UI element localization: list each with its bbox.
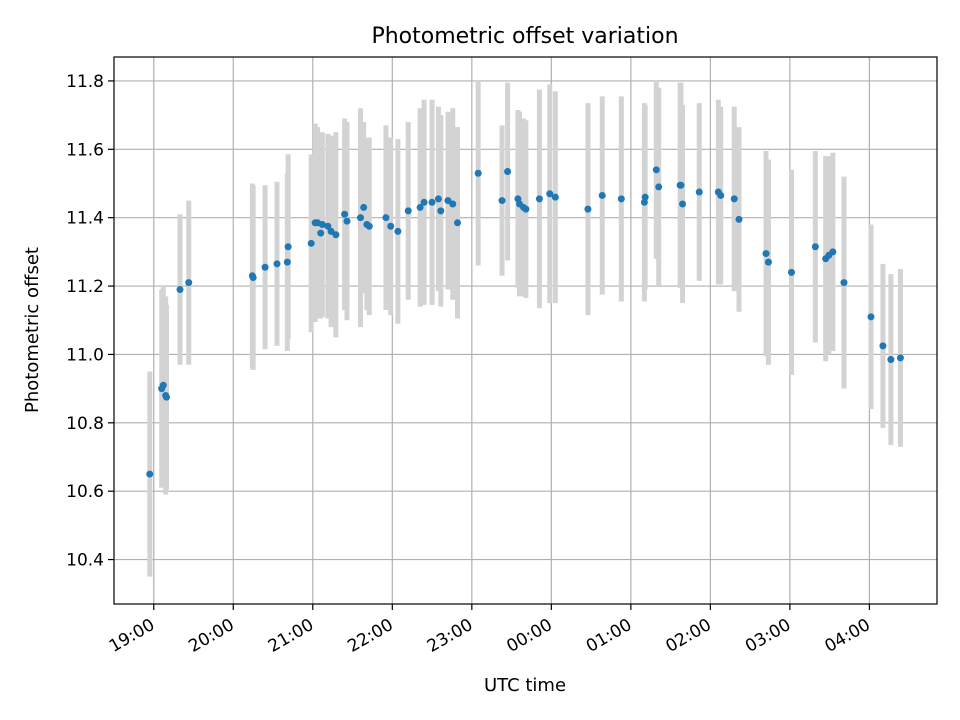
data-point — [762, 250, 770, 258]
data-point — [434, 195, 442, 203]
data-point — [840, 279, 848, 287]
y-tick-label: 10.4 — [66, 551, 104, 571]
data-point — [416, 203, 424, 211]
data-point — [677, 181, 685, 189]
data-point — [717, 191, 725, 199]
data-point — [535, 195, 543, 203]
data-point — [318, 221, 326, 229]
data-point — [357, 214, 365, 222]
y-tick-label: 10.8 — [66, 414, 104, 434]
data-point — [324, 222, 332, 230]
data-point — [887, 356, 895, 364]
data-point — [867, 313, 875, 321]
data-point — [787, 268, 795, 276]
data-point — [273, 260, 281, 268]
y-tick-label: 11.2 — [66, 277, 104, 297]
data-point — [522, 205, 530, 213]
data-point — [764, 258, 772, 266]
data-point — [454, 219, 462, 227]
data-point — [332, 231, 340, 239]
data-point — [598, 191, 606, 199]
data-point — [176, 285, 184, 293]
data-point — [879, 342, 887, 350]
data-point — [394, 227, 402, 235]
data-point — [283, 258, 291, 266]
data-point — [695, 188, 703, 196]
data-point — [504, 168, 512, 176]
data-point — [146, 470, 154, 478]
data-point — [249, 274, 257, 282]
y-tick-label: 11.4 — [66, 209, 104, 229]
y-tick-label: 11.6 — [66, 140, 104, 160]
y-axis-ticks: 10.4 10.6 10.8 11.0 11.2 11.4 11.6 11.8 — [66, 72, 114, 571]
x-axis-label: UTC time — [484, 675, 566, 696]
data-point — [584, 205, 592, 213]
data-point — [341, 210, 349, 218]
y-tick-label: 10.6 — [66, 482, 104, 502]
data-point — [343, 217, 351, 225]
data-point — [365, 222, 373, 230]
data-point — [261, 263, 269, 271]
data-point — [307, 239, 315, 247]
data-point — [382, 214, 390, 222]
data-point — [185, 279, 193, 287]
data-point — [437, 207, 445, 215]
data-point — [655, 183, 663, 191]
data-point — [284, 243, 292, 251]
data-point — [679, 200, 687, 208]
data-point — [730, 195, 738, 203]
y-tick-label: 11.0 — [66, 345, 104, 365]
y-axis-label: Photometric offset — [22, 247, 43, 413]
data-point — [652, 166, 660, 174]
data-point — [735, 215, 743, 223]
data-point — [551, 193, 559, 201]
data-point — [474, 169, 482, 177]
data-points — [146, 166, 904, 478]
data-point — [546, 190, 554, 198]
data-point — [428, 198, 436, 206]
y-tick-label: 11.8 — [66, 72, 104, 92]
data-point — [317, 229, 325, 237]
data-point — [404, 207, 412, 215]
chart-title: Photometric offset variation — [371, 24, 678, 49]
data-point — [387, 222, 395, 230]
data-point — [159, 381, 167, 389]
plot-area-frame — [113, 56, 938, 605]
data-point — [640, 198, 648, 206]
data-point — [617, 195, 625, 203]
data-point — [896, 354, 904, 362]
data-point — [449, 200, 457, 208]
data-point — [498, 197, 506, 205]
data-point — [162, 393, 170, 401]
data-point — [641, 193, 649, 201]
data-point — [360, 203, 368, 211]
data-point — [420, 198, 428, 206]
data-point — [811, 243, 819, 251]
data-point — [829, 248, 837, 256]
